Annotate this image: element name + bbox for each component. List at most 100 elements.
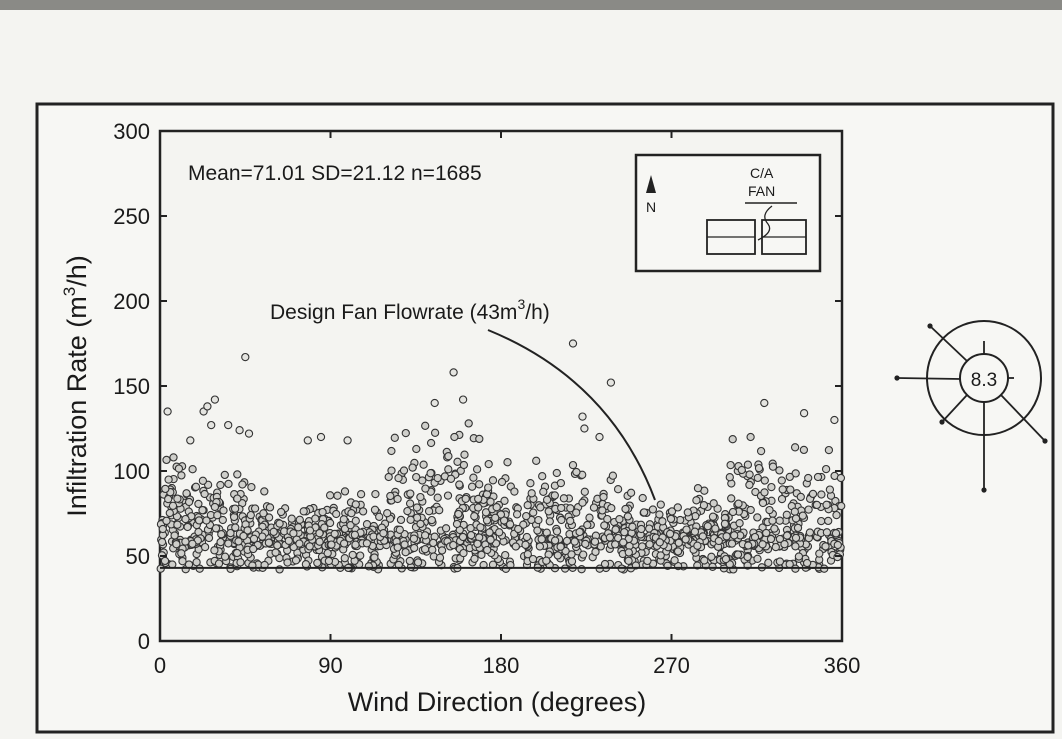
data-point [430,428,440,437]
data-point [162,455,171,465]
data-point [469,473,478,482]
outlier-point [224,420,233,430]
data-point [351,540,360,549]
data-point [219,506,228,515]
data-point [500,496,509,505]
data-point [346,521,355,530]
north-label: N [646,199,656,215]
data-point [403,506,412,516]
data-point [401,548,410,557]
data-point [291,556,301,565]
data-point [236,558,245,567]
data-point [488,476,498,485]
y-tick-label: 150 [113,374,150,399]
data-point [713,504,722,513]
data-point [323,548,332,558]
data-point [581,539,590,549]
data-point [780,540,789,549]
data-point [786,485,795,494]
data-point [315,537,324,546]
wind-rose-tip-se [1042,438,1048,444]
data-point [492,503,501,512]
data-point [600,521,609,530]
data-point [452,519,462,529]
data-point [528,554,538,564]
x-tick-label: 180 [483,653,520,678]
reference-label-main: Design Fan Flowrate (43m [270,301,517,324]
y-axis-label-sup: 3 [60,287,79,296]
data-point [750,532,760,542]
outlier-point [799,409,809,418]
data-point [796,492,805,502]
data-point [173,494,182,503]
data-point [743,552,752,562]
data-point [572,508,581,517]
data-point [495,528,504,537]
data-point [421,421,430,430]
data-point [645,524,654,533]
x-axis-label: Wind Direction (degrees) [348,687,647,717]
data-point [325,518,335,528]
data-point [511,542,520,551]
data-point [589,503,599,512]
data-point [725,473,734,482]
data-point [623,512,633,521]
data-point [420,545,430,554]
data-point [273,541,282,550]
wind-rose-tip-nw [927,323,933,329]
data-point [165,508,174,518]
data-point [758,498,768,508]
data-point [791,542,800,551]
data-point [833,540,842,550]
data-point [333,491,342,500]
data-point [271,548,280,557]
data-point [775,516,784,525]
data-point [754,463,764,473]
data-point [591,547,600,557]
data-point [194,516,204,525]
data-point [226,528,235,538]
data-point [575,527,584,537]
data-point [405,556,414,566]
data-point [804,473,813,483]
data-point [744,541,753,550]
data-point [409,534,419,543]
data-point [327,540,336,549]
data-point [213,511,222,520]
data-point [484,483,493,492]
data-point [771,542,780,552]
wind-rose-spoke-se [1000,394,1046,442]
data-point [674,538,683,547]
data-point [824,445,834,455]
data-point [824,516,833,526]
data-point [638,493,647,503]
wind-rose-spoke-sw [941,394,968,423]
data-point [453,457,462,466]
data-point [728,435,737,444]
data-point [464,419,473,428]
data-point [566,516,575,526]
data-point [238,480,247,489]
data-point [387,466,396,475]
data-point [216,480,225,490]
data-point [356,551,365,560]
data-point [709,499,718,508]
data-point [777,494,787,504]
data-point [178,557,187,566]
data-point [188,465,197,474]
data-point [339,539,349,548]
data-point [552,527,562,536]
data-point [837,501,846,511]
outlier-point [568,339,578,348]
data-point [233,494,242,503]
data-point [559,494,569,503]
data-point [770,524,779,533]
data-point [433,493,442,502]
data-point [552,468,561,478]
data-point [198,476,208,485]
data-point [394,473,403,483]
data-point [164,494,173,504]
data-point [172,540,181,549]
data-point [435,553,445,562]
data-point [673,503,682,512]
